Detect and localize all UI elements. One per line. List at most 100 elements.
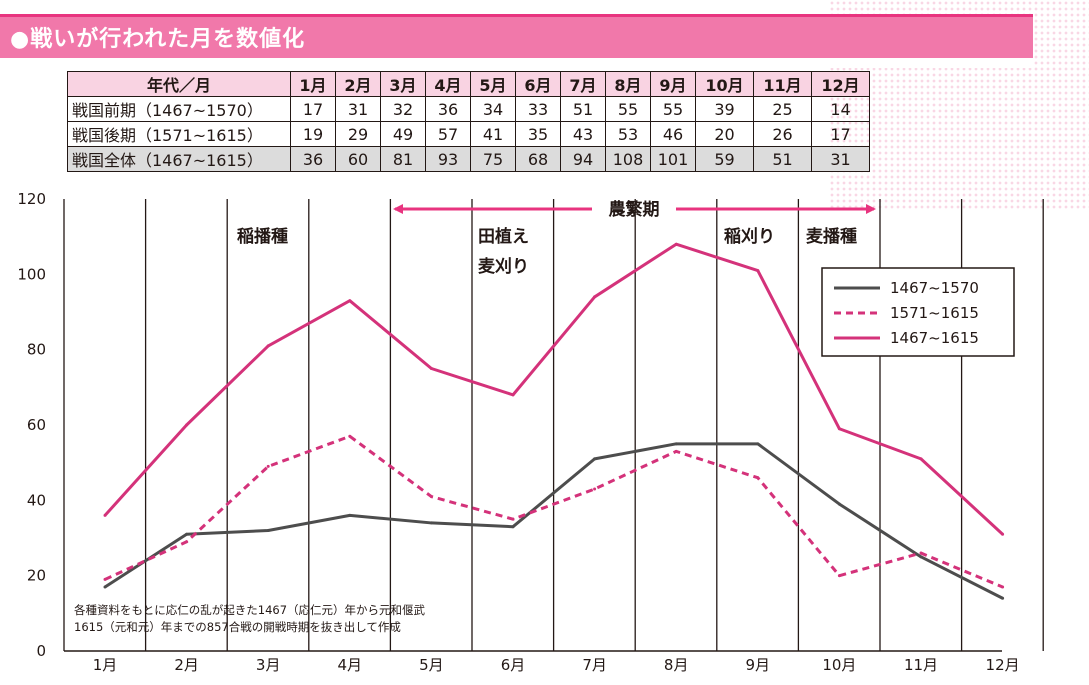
column-header-month: 6月 xyxy=(515,71,561,97)
y-tick-label: 60 xyxy=(27,416,46,434)
table-header-row: 年代／月 1月 2月 3月 4月 5月 6月 7月 8月 9月 10月 11月 12月 xyxy=(67,71,870,97)
y-tick-label: 20 xyxy=(27,567,46,585)
column-header-month: 11月 xyxy=(753,71,812,97)
table-cell: 57 xyxy=(425,121,471,147)
legend-box xyxy=(821,267,1015,357)
divider xyxy=(0,58,1033,68)
column-header-month: 7月 xyxy=(560,71,606,97)
annotation-planting: 田植え xyxy=(478,226,529,247)
data-table: 年代／月 1月 2月 3月 4月 5月 6月 7月 8月 9月 10月 11月 12月 戦国前期（146… xyxy=(67,71,870,172)
y-tick-label: 0 xyxy=(36,642,46,660)
series-line-1 xyxy=(104,442,1004,600)
column-header-month: 9月 xyxy=(650,71,696,97)
data-point xyxy=(103,577,107,581)
table-cell: 31 xyxy=(811,146,870,172)
table-row: 戦国後期（1571~1615） 19 29 49 57 41 35 43 53 46 20 26 17 xyxy=(67,121,870,147)
annotation-sowing-wheat: 麦播種 xyxy=(806,226,857,247)
column-header-month: 2月 xyxy=(335,71,381,97)
table-cell: 59 xyxy=(695,146,754,172)
column-header-month: 5月 xyxy=(470,71,516,97)
data-point xyxy=(185,540,189,544)
table-cell: 31 xyxy=(335,96,381,122)
legend-label-2: 1571~1615 xyxy=(890,304,979,322)
table-cell: 101 xyxy=(650,146,696,172)
column-header-month: 12月 xyxy=(811,71,870,97)
y-tick-label: 100 xyxy=(17,265,46,283)
data-point xyxy=(348,513,352,517)
annotation-rice-harvest: 稲刈り xyxy=(724,226,775,247)
table-cell: 35 xyxy=(515,121,561,147)
table-cell: 55 xyxy=(650,96,696,122)
table-cell: 43 xyxy=(560,121,606,147)
x-tick-label: 9月 xyxy=(746,656,771,674)
data-point xyxy=(919,555,923,559)
x-tick-label: 2月 xyxy=(174,656,199,674)
data-point xyxy=(593,457,597,461)
data-point xyxy=(674,442,678,446)
table-cell: 26 xyxy=(753,121,812,147)
table-row: 戦国前期（1467~1570） 17 31 32 36 34 33 51 55 55 39 25 14 xyxy=(67,96,870,122)
table-cell: 51 xyxy=(753,146,812,172)
annotation-wheat-harvest: 麦刈り xyxy=(478,256,529,277)
table-cell: 29 xyxy=(335,121,381,147)
data-point xyxy=(429,495,433,499)
table-cell: 20 xyxy=(695,121,754,147)
x-tick-label: 7月 xyxy=(582,656,607,674)
table-cell: 32 xyxy=(380,96,426,122)
data-point xyxy=(593,295,597,299)
series-line-2 xyxy=(104,434,1004,589)
data-point xyxy=(837,502,841,506)
data-point xyxy=(837,574,841,578)
data-point xyxy=(103,513,107,517)
data-point xyxy=(266,344,270,348)
table-cell: 60 xyxy=(335,146,381,172)
table-cell: 41 xyxy=(470,121,516,147)
data-point xyxy=(919,457,923,461)
data-point xyxy=(593,487,597,491)
data-point xyxy=(266,528,270,532)
data-point xyxy=(1001,596,1005,600)
x-tick-label: 5月 xyxy=(419,656,444,674)
table-cell: 25 xyxy=(753,96,812,122)
x-tick-label: 12月 xyxy=(986,656,1020,674)
data-point xyxy=(429,521,433,525)
data-point xyxy=(103,585,107,589)
data-point xyxy=(185,423,189,427)
legend: 1467~1570 1571~1615 1467~1615 xyxy=(821,267,1015,357)
data-point xyxy=(348,434,352,438)
table-cell: 19 xyxy=(290,121,336,147)
data-point xyxy=(919,551,923,555)
x-tick-label: 3月 xyxy=(256,656,281,674)
column-header-month: 1月 xyxy=(290,71,336,97)
data-point xyxy=(511,393,515,397)
busy-season-label: 農繁期 xyxy=(609,199,660,220)
data-point xyxy=(511,517,515,521)
x-tick-label: 10月 xyxy=(822,656,856,674)
legend-label-1: 1467~1570 xyxy=(890,279,979,297)
row-label: 戦国全体（1467~1615） xyxy=(67,146,291,172)
column-header-month: 8月 xyxy=(605,71,651,97)
table-cell: 108 xyxy=(605,146,651,172)
source-note-line-2: 1615（元和元）年までの857合戦の開戦時期を抜き出して作成 xyxy=(74,620,401,634)
legend-label-3: 1467~1615 xyxy=(890,329,979,347)
x-tick-label: 1月 xyxy=(93,656,118,674)
x-tick-label: 8月 xyxy=(664,656,689,674)
data-point xyxy=(674,242,678,246)
column-header-month: 3月 xyxy=(380,71,426,97)
data-point xyxy=(756,476,760,480)
data-point xyxy=(674,449,678,453)
table-cell: 17 xyxy=(290,96,336,122)
data-point xyxy=(1001,532,1005,536)
x-tick-label: 6月 xyxy=(501,656,526,674)
data-point xyxy=(348,299,352,303)
page-title: ●戦いが行われた月を数値化 xyxy=(10,27,306,52)
x-tick-label: 4月 xyxy=(338,656,363,674)
table-cell: 94 xyxy=(560,146,606,172)
source-note-line-1: 各種資料をもとに応仁の乱が起きた1467（応仁元）年から元和偃武 xyxy=(74,603,426,617)
table-row: 戦国全体（1467~1615） 36 60 81 93 75 68 94 108 101 59 51 3… xyxy=(67,146,870,172)
data-point xyxy=(511,525,515,529)
annotation-sowing-rice: 稲播種 xyxy=(237,226,288,247)
data-point xyxy=(756,442,760,446)
y-tick-label: 40 xyxy=(27,491,46,509)
